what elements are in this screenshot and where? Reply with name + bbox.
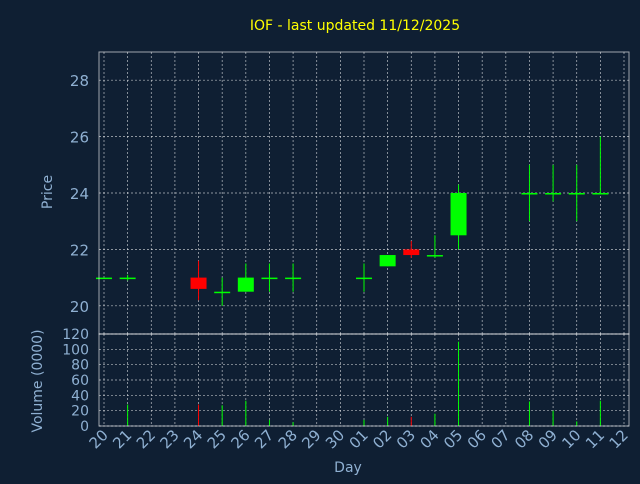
x-tick-label: 07	[487, 426, 513, 452]
x-tick-label: 10	[558, 426, 584, 452]
candle-body	[426, 255, 443, 257]
x-tick-label: 11	[582, 426, 608, 452]
x-tick-label: 27	[251, 426, 277, 452]
price-tick-label: 26	[70, 129, 89, 147]
x-tick-label: 02	[369, 426, 395, 452]
x-tick-label: 28	[275, 426, 301, 452]
volume-tick-label: 100	[62, 342, 89, 358]
x-tick-label: 05	[440, 426, 466, 452]
x-tick-label: 26	[227, 426, 253, 452]
x-tick-label: 04	[417, 426, 443, 452]
price-tick-label: 22	[70, 241, 89, 259]
volume-grid	[99, 333, 629, 427]
x-tick-label: 29	[298, 426, 324, 452]
volume-bars	[127, 341, 601, 426]
candle-body	[450, 193, 467, 236]
x-tick-label: 06	[464, 426, 490, 452]
candle-body	[119, 277, 136, 280]
x-tick-label: 09	[535, 426, 561, 452]
candle-body	[190, 277, 207, 289]
candle-body	[545, 193, 562, 195]
candle-body	[214, 291, 231, 294]
candle-body	[403, 249, 420, 256]
price-tick-label: 24	[70, 185, 89, 203]
candle-body	[285, 277, 302, 280]
candle-body	[568, 193, 585, 195]
x-tick-label: 20	[86, 426, 112, 452]
candle-body	[356, 277, 372, 280]
x-tick-label: 12	[606, 426, 632, 452]
candle-body	[237, 277, 254, 292]
x-tick-label: 25	[204, 426, 230, 452]
x-tick-label: 30	[322, 426, 348, 452]
x-tick-label: 22	[133, 426, 159, 452]
x-tick-label: 23	[157, 426, 183, 452]
volume-tick-label: 80	[71, 358, 89, 374]
volume-panel-frame	[98, 333, 630, 427]
x-tick-label: 21	[109, 426, 135, 452]
price-axis-label: Price	[40, 175, 56, 209]
volume-tick-label: 60	[71, 373, 89, 389]
volume-tick-label: 0	[80, 419, 89, 435]
candle-body	[592, 193, 609, 195]
x-tick-label: 08	[511, 426, 537, 452]
candle-body	[96, 277, 112, 280]
candle-body	[379, 255, 396, 267]
candle-body	[521, 193, 538, 195]
x-axis-label: Day	[334, 460, 362, 476]
axes: 2022242628020406080100120202122232425262…	[62, 51, 632, 452]
volume-tick-label: 120	[62, 327, 89, 343]
price-tick-label: 20	[70, 298, 89, 316]
x-tick-label: 03	[393, 426, 419, 452]
volume-tick-label: 40	[71, 388, 89, 404]
price-tick-label: 28	[70, 72, 89, 90]
chart-title: IOF - last updated 11/12/2025	[250, 18, 460, 34]
candle-body	[261, 277, 278, 280]
price-candles	[96, 136, 609, 306]
volume-tick-label: 20	[71, 404, 89, 420]
x-tick-label: 01	[346, 426, 372, 452]
x-tick-label: 24	[180, 426, 206, 452]
volume-axis-label: Volume (0000)	[30, 329, 46, 432]
